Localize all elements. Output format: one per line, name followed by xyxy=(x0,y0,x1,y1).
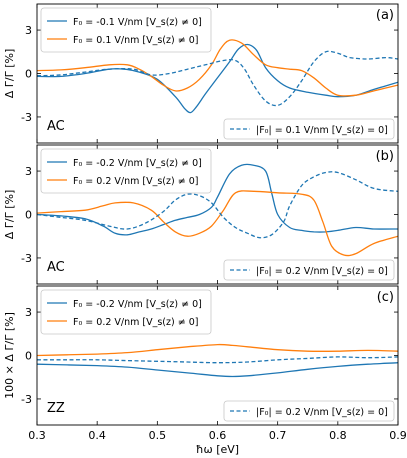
panel-label: (c) xyxy=(377,290,394,305)
panel-label: (b) xyxy=(376,149,394,164)
series-line-1 xyxy=(37,39,398,97)
legend-label: F₀ = 0.2 V/nm [V_s(z) ≠ 0] xyxy=(73,176,198,187)
series-line-0 xyxy=(37,43,398,114)
legend-label: |F₀| = 0.1 V/nm [V_s(z) = 0] xyxy=(256,125,388,136)
y-tick-label: 0 xyxy=(25,209,32,222)
x-tick-label: 0.8 xyxy=(329,429,347,442)
y-tick-label: 0 xyxy=(25,350,32,363)
y-tick-label: 3 xyxy=(25,165,32,178)
x-tick-label: 0.4 xyxy=(88,429,106,442)
legend-label: F₀ = -0.2 V/nm [V_s(z) ≠ 0] xyxy=(73,299,202,310)
axes-frame xyxy=(36,3,399,144)
corner-label: AC xyxy=(47,260,65,275)
corner-label: ZZ xyxy=(47,401,65,416)
legend xyxy=(40,289,212,335)
legend-bottom xyxy=(223,259,395,281)
x-tick-label: 0.3 xyxy=(28,429,46,442)
series-line-2 xyxy=(37,50,398,107)
series-line-2 xyxy=(37,171,398,239)
y-axis-label: Δ Γ/Γ [%] xyxy=(3,49,16,99)
axes-frame xyxy=(36,144,399,285)
panel-0: -3 0 3 Δ Γ/Γ [%] F₀ = -0.1 V/nm [V_s(z) ≠ 0]… xyxy=(3,3,399,144)
y-tick-label: -3 xyxy=(21,111,32,124)
series-line-0 xyxy=(37,362,398,378)
axes-frame xyxy=(36,285,399,426)
corner-label: AC xyxy=(47,119,65,134)
x-tick-label: 0.9 xyxy=(389,429,407,442)
legend-label: |F₀| = 0.2 V/nm [V_s(z) = 0] xyxy=(256,266,388,277)
y-tick-label: -3 xyxy=(21,252,32,265)
x-axis-label: ħω [eV] xyxy=(196,443,239,456)
legend-label: F₀ = -0.2 V/nm [V_s(z) ≠ 0] xyxy=(73,158,202,169)
series-line-1 xyxy=(37,343,398,357)
legend-bottom xyxy=(223,400,395,422)
y-tick-label: 3 xyxy=(25,306,32,319)
series-line-2 xyxy=(37,356,398,364)
panel-label: (a) xyxy=(376,8,394,23)
y-axis-label: Δ Γ/Γ [%] xyxy=(3,190,16,240)
series-line-0 xyxy=(37,163,398,236)
x-tick-label: 0.5 xyxy=(149,429,167,442)
legend-label: F₀ = 0.1 V/nm [V_s(z) ≠ 0] xyxy=(73,35,198,46)
series-line-1 xyxy=(37,190,398,257)
legend-label: |F₀| = 0.2 V/nm [V_s(z) = 0] xyxy=(256,407,388,418)
legend-label: F₀ = 0.2 V/nm [V_s(z) ≠ 0] xyxy=(73,317,198,328)
legend-bottom xyxy=(223,118,395,140)
y-tick-label: 3 xyxy=(25,24,32,37)
legend xyxy=(40,7,212,53)
y-tick-label: 0 xyxy=(25,68,32,81)
y-axis-label: 100 × Δ Γ/Γ [%] xyxy=(3,312,16,399)
panel-1: -3 0 3 Δ Γ/Γ [%] F₀ = -0.2 V/nm [V_s(z) ≠ 0]… xyxy=(3,144,399,285)
x-tick-label: 0.6 xyxy=(209,429,227,442)
panel-2: -3 0 3 0.3 0.4 0.5 0.6 0.7 0.8 0.9 ħω [eV] 100 × Δ … xyxy=(3,285,407,456)
y-tick-label: -3 xyxy=(21,393,32,406)
x-tick-label: 0.7 xyxy=(269,429,287,442)
legend xyxy=(40,148,212,194)
legend-label: F₀ = -0.1 V/nm [V_s(z) ≠ 0] xyxy=(73,17,202,28)
